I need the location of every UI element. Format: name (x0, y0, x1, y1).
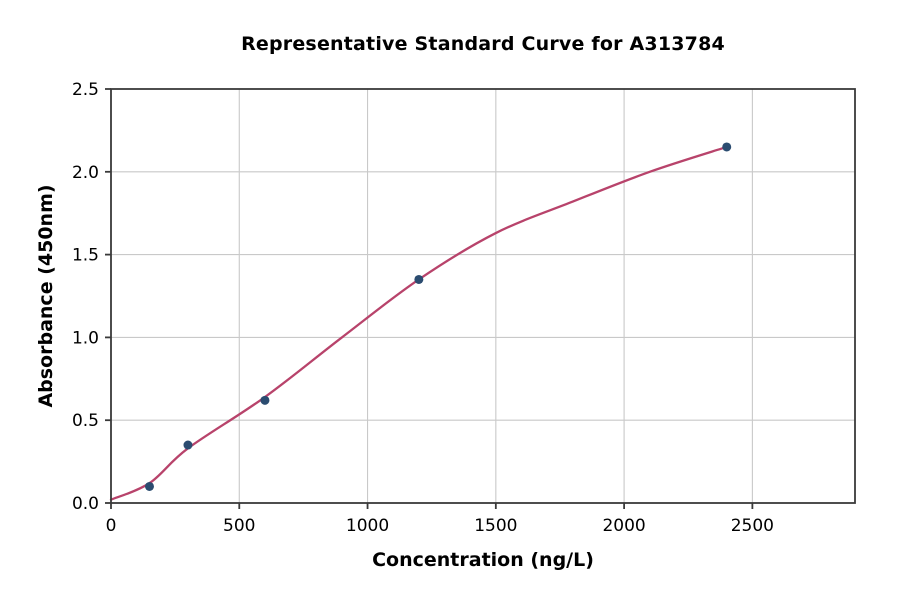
chart-title: Representative Standard Curve for A31378… (241, 33, 725, 55)
x-tick-label: 0 (106, 516, 117, 536)
y-tick-label: 2.0 (72, 163, 99, 183)
data-point (260, 395, 270, 405)
y-tick-label: 0.5 (72, 411, 99, 431)
data-point (183, 440, 193, 450)
x-tick-label: 1000 (346, 516, 389, 536)
x-tick-label: 500 (223, 516, 255, 536)
fit-curve (109, 145, 728, 501)
data-point (722, 142, 732, 152)
x-tick-label: 1500 (474, 516, 517, 536)
data-point (414, 274, 424, 284)
plot-frame (110, 88, 856, 504)
y-tick-label: 1.5 (72, 246, 99, 266)
x-tick-label: 2000 (602, 516, 645, 536)
y-tick-label: 1.0 (72, 328, 99, 348)
y-tick-label: 0.0 (72, 494, 99, 514)
y-tick-label: 2.5 (72, 80, 99, 100)
data-point (144, 481, 154, 491)
x-axis-label: Concentration (ng/L) (372, 549, 594, 571)
x-tick-label: 2500 (731, 516, 774, 536)
